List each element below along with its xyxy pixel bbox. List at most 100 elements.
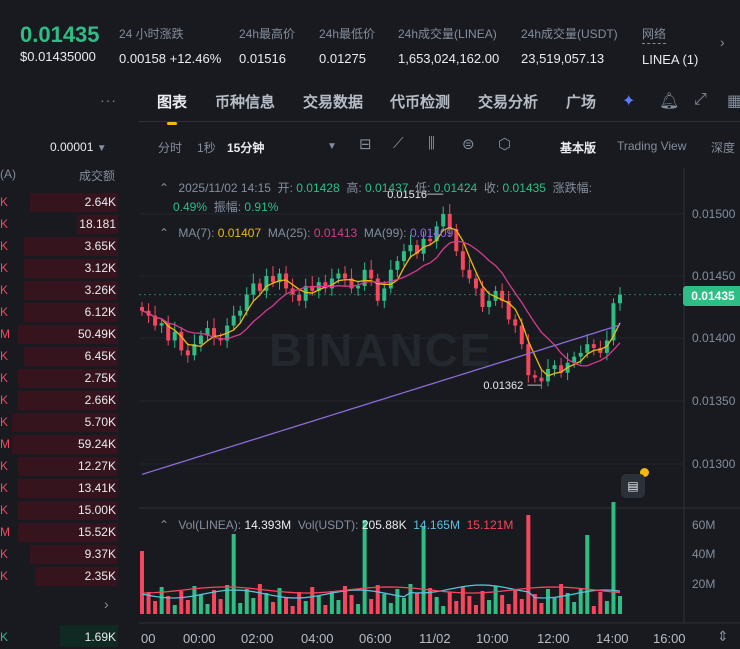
col-amount: (A)	[0, 167, 16, 181]
tab-trade-data[interactable]: 交易数据	[303, 94, 364, 111]
ask-row[interactable]: K 6.45K	[0, 346, 118, 366]
ask-row[interactable]: K 2.64K	[0, 192, 118, 212]
candle-body	[493, 290, 498, 301]
candle-body	[297, 294, 302, 301]
candle-body	[303, 285, 308, 301]
ask-row[interactable]: K 9.37K	[0, 544, 118, 564]
more-icon[interactable]: ···	[100, 92, 117, 108]
chevron-right-icon[interactable]: ›	[720, 34, 725, 50]
depth-bar	[23, 303, 118, 322]
tab-coin-info[interactable]: 币种信息	[215, 94, 276, 111]
ask-row[interactable]: K 6.12K	[0, 302, 118, 322]
price-tick-label: 0.01350	[692, 394, 736, 408]
volume-bar	[369, 599, 374, 614]
stat-network[interactable]: 网络 LINEA (1)	[642, 25, 698, 67]
bid-amount: K	[0, 630, 9, 644]
depth-bar	[23, 347, 118, 366]
layout-icon[interactable]: ⊜	[462, 136, 475, 153]
tab-square[interactable]: 广场	[566, 94, 597, 111]
volume-bar	[179, 591, 184, 614]
candle-body	[388, 269, 393, 289]
price-tick-label: 0.01450	[692, 269, 736, 283]
volume-bar	[388, 603, 393, 614]
ask-row[interactable]: K 18.181	[0, 214, 118, 234]
vol-quote-value: 205.88K	[361, 518, 407, 532]
stat-24h-vol-base: 24h成交量(LINEA) 1,653,024,162.00	[398, 25, 499, 66]
candle-body	[153, 315, 158, 326]
collapse-icon[interactable]: ⌃	[159, 226, 170, 240]
chart-panel: 图表 币种信息 交易数据 代币检测 交易分析 广场 ✦ 🔔︎ ⤢ ▦ 分时 1秒…	[139, 78, 740, 649]
ask-row[interactable]: K 2.66K	[0, 390, 118, 410]
volume-bar	[303, 601, 308, 614]
ohlc-info-2: 0.49% 振幅: 0.91%	[173, 198, 278, 215]
ask-row[interactable]: M 59.24K	[0, 434, 118, 454]
tab-token-check[interactable]: 代币检测	[390, 94, 451, 111]
stat-label: 24h成交量(LINEA)	[398, 27, 497, 41]
ask-row[interactable]: K 13.41K	[0, 478, 118, 498]
mode-basic[interactable]: 基本版	[560, 141, 597, 155]
indicator-icon[interactable]: ⊟	[359, 136, 372, 153]
stat-24h-vol-quote: 24h成交量(USDT) 23,519,057.13	[521, 25, 618, 66]
collapse-icon[interactable]: ⌃	[159, 181, 170, 195]
volume-bar	[473, 605, 478, 614]
ask-row[interactable]: K 5.70K	[0, 412, 118, 432]
volume-tick-label: 60M	[692, 518, 715, 532]
ask-row[interactable]: K 3.12K	[0, 258, 118, 278]
candlestick-chart[interactable]: 0.01500 0.01450 0.01400 0.01350 0.01300 60M 40…	[139, 78, 740, 649]
volume-bar	[585, 535, 590, 614]
ask-row[interactable]: M 50.49K	[0, 324, 118, 344]
bid-row[interactable]: K 1.69K	[0, 625, 118, 647]
interval-line[interactable]: 分时	[158, 141, 183, 155]
volume-bar	[198, 595, 203, 614]
interval-dropdown-icon[interactable]: ▼	[327, 141, 337, 152]
candle-body	[251, 283, 256, 295]
bell-icon[interactable]: 🔔︎	[659, 93, 680, 110]
candle-body	[336, 273, 341, 279]
ask-total: 3.12K	[84, 261, 116, 275]
volume-bar	[591, 606, 596, 614]
ask-row[interactable]: K 15.00K	[0, 500, 118, 520]
ask-row[interactable]: M 15.52K	[0, 522, 118, 542]
candle-body	[205, 328, 210, 336]
collapse-icon[interactable]: ⌃	[159, 518, 170, 532]
candle-type-icon[interactable]: ⫼	[428, 135, 435, 152]
candle-body	[342, 273, 347, 279]
volume-bar	[212, 590, 217, 614]
volume-bar	[323, 605, 328, 614]
candle-body	[264, 276, 269, 291]
ask-total: 13.41K	[77, 481, 116, 495]
volume-bar	[356, 604, 361, 614]
candle-body	[559, 365, 564, 373]
ask-row[interactable]: K 3.65K	[0, 236, 118, 256]
interval-1s[interactable]: 1秒	[197, 141, 216, 155]
ask-row[interactable]: K 2.75K	[0, 368, 118, 388]
ask-total: 50.49K	[77, 327, 116, 341]
scale-icon[interactable]: ⇕	[717, 628, 729, 644]
ask-row[interactable]: K 12.27K	[0, 456, 118, 476]
chevron-right-icon[interactable]: ›	[104, 596, 109, 612]
ask-row[interactable]: K 3.26K	[0, 280, 118, 300]
tab-trade-analysis[interactable]: 交易分析	[478, 94, 539, 111]
volume-bar	[192, 586, 197, 614]
expand-icon[interactable]: ⤢	[694, 91, 707, 108]
ask-total: 2.35K	[84, 569, 116, 583]
ohlc-datetime: 2025/11/02 14:15	[178, 181, 271, 195]
tab-chart[interactable]: 图表	[157, 91, 187, 125]
precision-select[interactable]: 0.00001 ▼	[50, 140, 107, 154]
candle-body	[532, 375, 537, 378]
alert-icon[interactable]: ▤	[621, 474, 645, 498]
draw-line-icon[interactable]: ⟋	[393, 135, 404, 152]
settings-icon[interactable]: ⬡	[498, 136, 512, 153]
interval-15m[interactable]: 15分钟	[227, 141, 265, 155]
time-tick-label: 16:00	[653, 631, 686, 646]
mode-depth[interactable]: 深度	[711, 141, 736, 155]
ask-row[interactable]: K 2.35K	[0, 566, 118, 586]
grid-icon[interactable]: ▦	[727, 93, 740, 110]
volume-bar	[572, 602, 577, 614]
ask-total: 9.37K	[84, 547, 116, 561]
mode-tradingview[interactable]: Trading View	[617, 139, 687, 153]
ma7-label: MA(7):	[178, 226, 215, 240]
candle-body	[598, 347, 603, 353]
open-label: 开:	[277, 181, 293, 195]
sparkle-icon[interactable]: ✦	[622, 93, 636, 110]
